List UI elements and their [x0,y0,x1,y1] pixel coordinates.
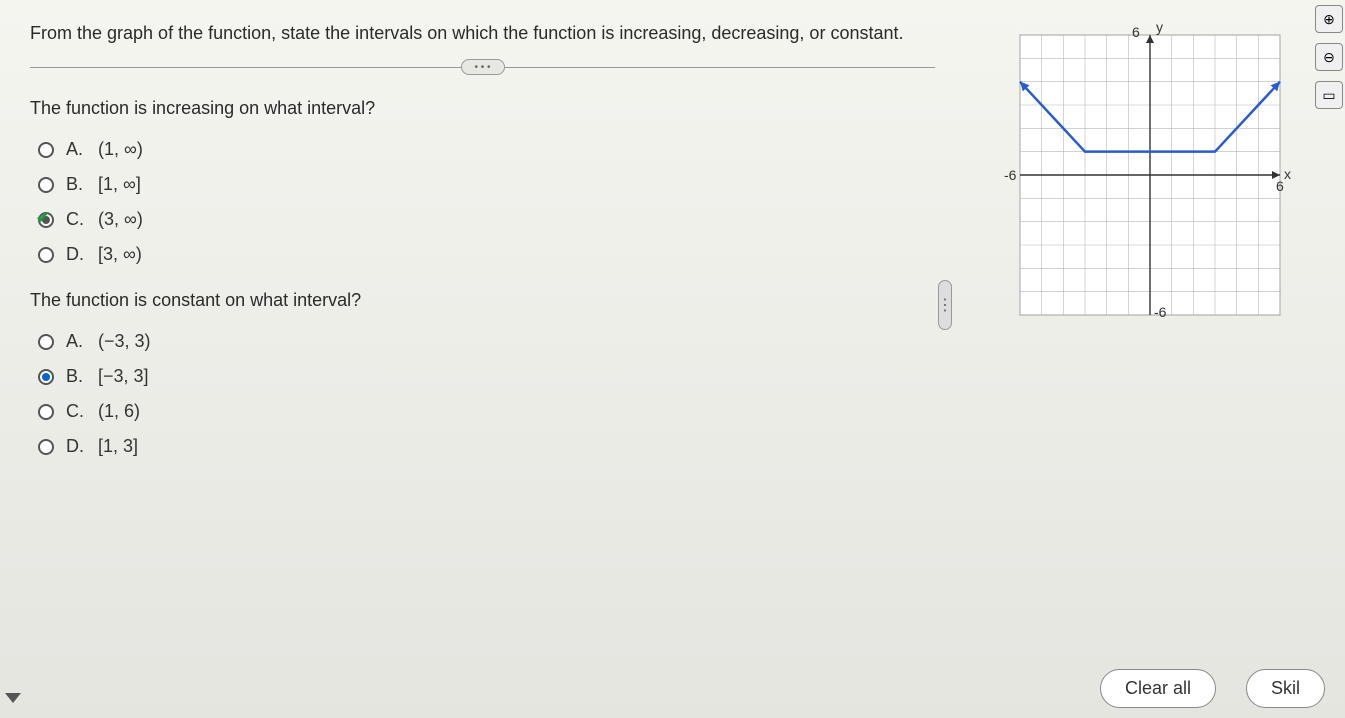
option-letter: B. [66,174,90,195]
tool-icon[interactable]: ⊖ [1315,43,1343,71]
zoom-icon[interactable]: ⊕ [1315,5,1343,33]
svg-text:6: 6 [1276,178,1284,194]
radio-button[interactable] [38,142,54,158]
options-group-1: A. (1, ∞) B. [1, ∞] C. (3, ∞) D. [3, ∞) [38,139,935,265]
function-graph: yx6-6-66 [1000,15,1300,335]
option-value: [1, 3] [98,436,138,457]
svg-text:y: y [1156,19,1163,35]
panel-resize-handle[interactable] [938,280,952,330]
graph-panel: yx6-6-66 [965,0,1345,718]
svg-text:x: x [1284,166,1291,182]
option-value: (3, ∞) [98,209,143,230]
bottom-bar: Clear all Skil [1080,659,1345,718]
radio-button[interactable] [38,177,54,193]
sub-question-1: The function is increasing on what inter… [30,98,935,119]
expand-pill[interactable]: • • • [461,59,505,75]
option-row[interactable]: A. (−3, 3) [38,331,935,352]
svg-text:-6: -6 [1154,304,1167,320]
radio-button[interactable] [38,334,54,350]
svg-text:-6: -6 [1004,167,1017,183]
sub-question-2: The function is constant on what interva… [30,290,935,311]
radio-button[interactable] [38,439,54,455]
radio-button[interactable] [38,369,54,385]
option-value: [3, ∞) [98,244,142,265]
radio-button[interactable] [38,247,54,263]
main-container: From the graph of the function, state th… [0,0,1345,718]
option-letter: C. [66,401,90,422]
option-value: [−3, 3] [98,366,149,387]
option-letter: D. [66,436,90,457]
svg-text:6: 6 [1132,24,1140,40]
options-group-2: A. (−3, 3) B. [−3, 3] C. (1, 6) D. [1, 3] [38,331,935,457]
option-letter: D. [66,244,90,265]
option-value: [1, ∞] [98,174,141,195]
option-value: (1, 6) [98,401,140,422]
question-prompt: From the graph of the function, state th… [30,20,935,47]
skill-button[interactable]: Skil [1246,669,1325,708]
option-value: (−3, 3) [98,331,151,352]
graph-box: yx6-6-66 [1000,15,1300,335]
scroll-down-icon[interactable] [5,693,21,703]
question-panel: From the graph of the function, state th… [0,0,965,718]
option-value: (1, ∞) [98,139,143,160]
option-row[interactable]: B. [1, ∞] [38,174,935,195]
option-row[interactable]: D. [3, ∞) [38,244,935,265]
radio-button[interactable] [38,404,54,420]
clear-all-button[interactable]: Clear all [1100,669,1216,708]
option-row[interactable]: B. [−3, 3] [38,366,935,387]
radio-button[interactable] [38,212,54,228]
option-row[interactable]: C. (1, 6) [38,401,935,422]
option-letter: C. [66,209,90,230]
option-row[interactable]: C. (3, ∞) [38,209,935,230]
rect-icon[interactable]: ▭ [1315,81,1343,109]
option-letter: A. [66,331,90,352]
option-letter: B. [66,366,90,387]
side-toolbar: ⊕ ⊖ ▭ [1315,5,1343,109]
option-row[interactable]: D. [1, 3] [38,436,935,457]
option-row[interactable]: A. (1, ∞) [38,139,935,160]
option-letter: A. [66,139,90,160]
